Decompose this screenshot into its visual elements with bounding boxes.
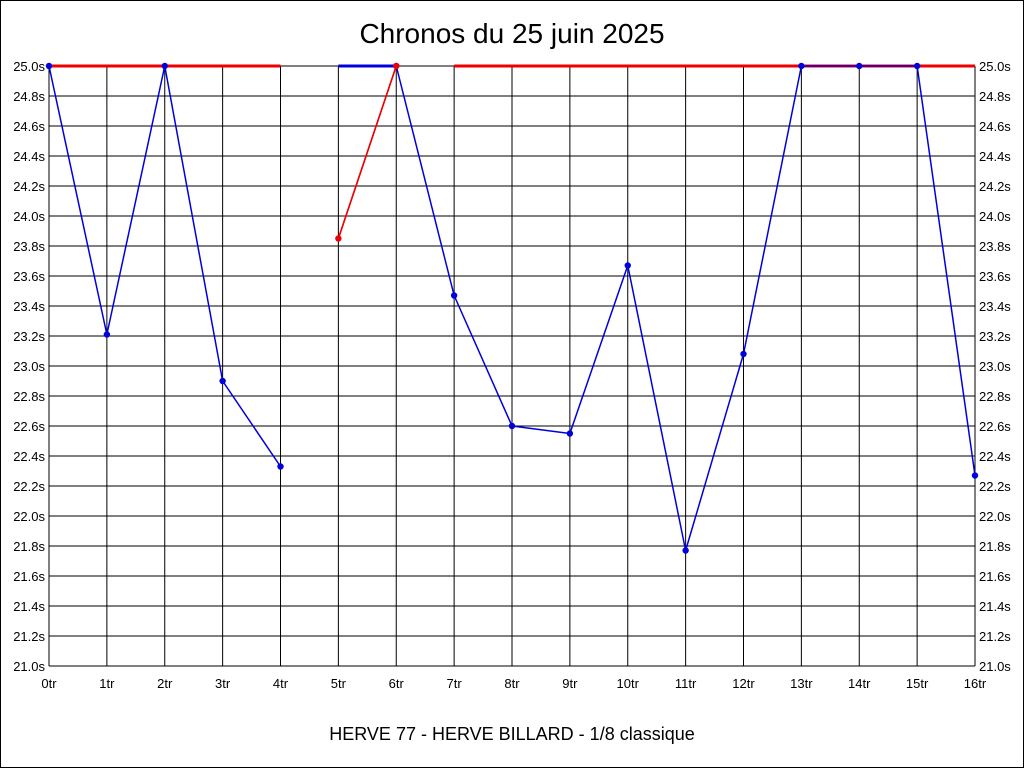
data-point (45, 62, 53, 70)
x-tick-label: 15tr (906, 676, 929, 691)
chart-footer: HERVE 77 - HERVE BILLARD - 1/8 classique (329, 724, 695, 744)
data-point (682, 547, 689, 554)
y-tick-label-left: 21.8s (13, 539, 45, 554)
y-tick-label-left: 22.4s (13, 449, 45, 464)
x-tick-label: 14tr (848, 676, 871, 691)
y-tick-label-left: 23.2s (13, 329, 45, 344)
y-tick-label-right: 22.4s (979, 449, 1011, 464)
data-point (335, 235, 342, 242)
data-point (913, 62, 921, 70)
series-line-segment (164, 65, 224, 382)
x-tick-label: 9tr (562, 676, 578, 691)
y-tick-label-right: 21.6s (979, 569, 1011, 584)
x-tick-label: 0tr (41, 676, 57, 691)
series-line-segment (453, 295, 513, 427)
data-point (566, 430, 574, 437)
series-line-segment (684, 353, 745, 551)
y-tick-label-left: 21.6s (13, 569, 45, 584)
x-tick-label: 11tr (675, 676, 697, 691)
data-point (219, 377, 226, 385)
y-tick-label-left: 24.4s (13, 149, 45, 164)
y-tick-label-left: 21.4s (13, 599, 45, 614)
y-tick-label-right: 23.2s (979, 329, 1011, 344)
chart-title: Chronos du 25 juin 2025 (359, 18, 665, 49)
y-tick-label-right: 23.0s (979, 359, 1011, 374)
x-tick-label: 13tr (790, 676, 813, 691)
y-tick-label-right: 22.8s (979, 389, 1011, 404)
y-tick-label-left: 23.0s (13, 359, 45, 374)
y-tick-label-left: 21.2s (13, 629, 45, 644)
y-tick-label-left: 24.0s (13, 209, 45, 224)
y-tick-label-left: 22.2s (13, 479, 45, 494)
x-tick-label: 8tr (504, 676, 520, 691)
y-tick-label-right: 23.4s (979, 299, 1011, 314)
series-line-segment (48, 65, 108, 335)
y-tick-label-right: 22.0s (979, 509, 1011, 524)
data-point (798, 62, 805, 70)
y-tick-label-left: 24.2s (13, 179, 45, 194)
x-tick-label: 12tr (732, 676, 755, 691)
series-line-segment (916, 65, 976, 476)
y-tick-label-right: 24.0s (979, 209, 1011, 224)
data-point (277, 463, 284, 470)
y-tick-label-right: 24.8s (979, 89, 1011, 104)
y-tick-label-right: 22.6s (979, 419, 1011, 434)
x-tick-label: 5tr (331, 676, 347, 691)
data-point (508, 422, 516, 430)
y-tick-label-left: 23.8s (13, 239, 45, 254)
data-point (103, 331, 111, 338)
y-tick-label-right: 21.2s (979, 629, 1011, 644)
x-tick-label: 7tr (447, 676, 463, 691)
y-tick-label-left: 24.8s (13, 89, 45, 104)
x-tick-label: 4tr (273, 676, 289, 691)
series-line-segment (742, 65, 803, 355)
x-tick-label: 1tr (99, 676, 115, 691)
x-tick-label: 6tr (389, 676, 405, 691)
y-tick-label-right: 24.4s (979, 149, 1011, 164)
x-tick-label: 3tr (215, 676, 231, 691)
data-point (624, 262, 631, 269)
y-tick-label-right: 21.0s (979, 659, 1011, 674)
y-tick-label-left: 25.0s (13, 59, 45, 74)
y-tick-label-right: 21.4s (979, 599, 1011, 614)
x-tick-label: 2tr (157, 676, 173, 691)
data-point (450, 292, 458, 299)
series-line-segment (569, 265, 629, 434)
y-tick-label-right: 21.8s (979, 539, 1011, 554)
data-point (740, 350, 747, 358)
data-point (393, 62, 400, 70)
data-point (161, 62, 168, 70)
x-tick-label: 10tr (617, 676, 640, 691)
series-line-segment (222, 380, 282, 467)
data-point (971, 472, 979, 479)
data-point (856, 62, 863, 70)
series-line-segment (395, 65, 455, 296)
y-tick-label-left: 23.6s (13, 269, 45, 284)
series-line-segment (106, 65, 166, 335)
y-tick-label-left: 23.4s (13, 299, 45, 314)
y-tick-label-right: 23.6s (979, 269, 1011, 284)
y-tick-label-left: 21.0s (13, 659, 45, 674)
y-tick-label-right: 22.2s (979, 479, 1011, 494)
y-tick-label-left: 24.6s (13, 119, 45, 134)
y-tick-label-left: 22.6s (13, 419, 45, 434)
y-tick-label-right: 25.0s (979, 59, 1011, 74)
y-tick-label-right: 24.6s (979, 119, 1011, 134)
y-tick-label-left: 22.0s (13, 509, 45, 524)
y-tick-label-right: 23.8s (979, 239, 1011, 254)
series-line-segment (627, 265, 687, 551)
x-tick-label: 16tr (964, 676, 987, 691)
y-tick-label-right: 24.2s (979, 179, 1011, 194)
y-tick-label-left: 22.8s (13, 389, 45, 404)
series-line-segment (511, 425, 570, 435)
series-line-segment (337, 65, 397, 239)
